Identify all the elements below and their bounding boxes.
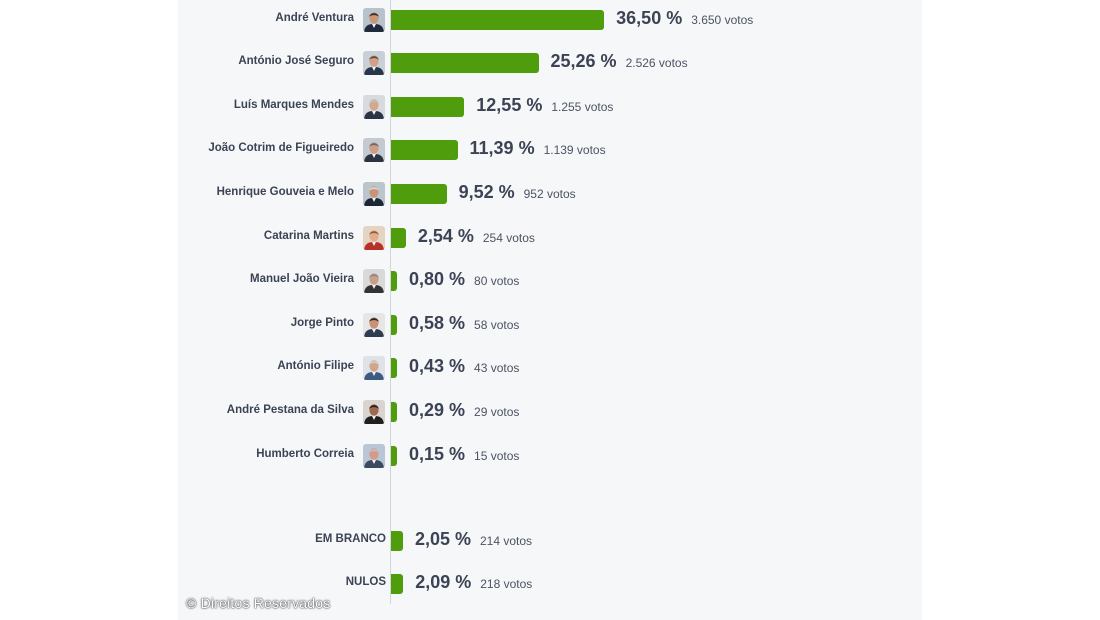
result-bar xyxy=(391,271,397,291)
result-bar xyxy=(391,140,458,160)
votes-label: 1.139 votos xyxy=(543,143,606,157)
votes-label: 43 votos xyxy=(474,361,520,375)
percent-label: 9,52 % xyxy=(458,182,515,202)
candidate-name: Manuel João Vieira xyxy=(250,273,354,285)
result-bar xyxy=(391,228,406,248)
candidate-row: Henrique Gouveia e Melo 9,52 % 952 votos xyxy=(0,179,1100,209)
percent-label: 11,39 % xyxy=(469,138,535,158)
candidate-name: João Cotrim de Figueiredo xyxy=(208,142,354,154)
candidate-photo-icon xyxy=(363,8,385,32)
candidate-name: Jorge Pinto xyxy=(290,317,354,329)
votes-label: 29 votos xyxy=(474,405,520,419)
candidate-name: Henrique Gouveia e Melo xyxy=(216,186,354,198)
percent-label: 0,15 % xyxy=(409,444,466,464)
chart-panel xyxy=(178,0,922,620)
votes-label: 254 votos xyxy=(482,231,535,245)
candidate-photo-icon xyxy=(363,356,385,380)
percent-label: 2,54 % xyxy=(417,226,474,246)
votes-label: 952 votos xyxy=(523,187,576,201)
result-bar xyxy=(391,53,539,73)
candidate-name: Humberto Correia xyxy=(256,448,354,460)
special-label: EM BRANCO xyxy=(315,533,386,545)
result-bar xyxy=(391,446,397,466)
candidate-photo-icon xyxy=(363,182,385,206)
percent-label: 0,29 % xyxy=(409,400,466,420)
percent-label: 12,55 % xyxy=(476,95,543,115)
candidate-name: António Filipe xyxy=(277,360,354,372)
candidate-photo-icon xyxy=(363,400,385,424)
candidate-name: André Pestana da Silva xyxy=(226,404,354,416)
result-bar xyxy=(391,531,403,551)
result-bar xyxy=(391,315,397,335)
candidate-row: João Cotrim de Figueiredo 11,39 % 1.139 vo… xyxy=(0,135,1100,165)
percent-label: 36,50 % xyxy=(616,8,683,28)
result-bar xyxy=(391,97,465,117)
candidate-name: António José Seguro xyxy=(238,55,354,67)
candidate-photo-icon xyxy=(363,51,385,75)
votes-label: 80 votos xyxy=(474,274,520,288)
copyright-watermark: © Direitos Reservados xyxy=(186,595,331,611)
candidate-name: Luís Marques Mendes xyxy=(233,99,354,111)
votes-label: 58 votos xyxy=(474,318,520,332)
candidate-row: António Filipe 0,43 % 43 votos xyxy=(0,353,1100,383)
candidate-photo-icon xyxy=(363,95,385,119)
candidate-name: Catarina Martins xyxy=(263,230,354,242)
percent-label: 0,80 % xyxy=(409,269,466,289)
votes-label: 15 votos xyxy=(474,449,520,463)
result-bar xyxy=(391,10,605,30)
candidate-row: António José Seguro 25,26 % 2.526 votos xyxy=(0,48,1100,78)
percent-label: 25,26 % xyxy=(550,51,617,71)
result-bar xyxy=(391,574,404,594)
candidate-photo-icon xyxy=(363,138,385,162)
votes-label: 214 votos xyxy=(480,534,533,548)
candidate-row: Luís Marques Mendes 12,55 % 1.255 votos xyxy=(0,92,1100,122)
candidate-photo-icon xyxy=(363,226,385,250)
percent-label: 0,58 % xyxy=(409,313,466,333)
percent-label: 2,09 % xyxy=(415,572,472,592)
votes-label: 218 votos xyxy=(480,577,533,591)
candidate-name: André Ventura xyxy=(275,12,354,24)
candidate-photo-icon xyxy=(363,444,385,468)
percent-label: 0,43 % xyxy=(409,356,466,376)
candidate-row: André Ventura 36,50 % 3.650 votos xyxy=(0,5,1100,35)
special-row: EM BRANCO 2,05 % 214 votos xyxy=(0,526,1100,556)
candidate-row: Humberto Correia 0,15 % 15 votos xyxy=(0,441,1100,471)
candidate-photo-icon xyxy=(363,313,385,337)
votes-label: 3.650 votos xyxy=(691,13,754,27)
candidate-row: André Pestana da Silva 0,29 % 29 votos xyxy=(0,397,1100,427)
votes-label: 1.255 votos xyxy=(551,100,614,114)
special-row: NULOS 2,09 % 218 votos xyxy=(0,569,1100,599)
result-bar xyxy=(391,358,397,378)
candidate-photo-icon xyxy=(363,269,385,293)
chart-axis-line xyxy=(390,0,391,604)
result-bar xyxy=(391,402,397,422)
candidate-row: Manuel João Vieira 0,80 % 80 votos xyxy=(0,266,1100,296)
percent-label: 2,05 % xyxy=(414,529,472,549)
candidate-row: Catarina Martins 2,54 % 254 votos xyxy=(0,223,1100,253)
candidate-row: Jorge Pinto 0,58 % 58 votos xyxy=(0,310,1100,340)
votes-label: 2.526 votos xyxy=(625,56,688,70)
result-bar xyxy=(391,184,447,204)
special-label: NULOS xyxy=(345,576,386,588)
